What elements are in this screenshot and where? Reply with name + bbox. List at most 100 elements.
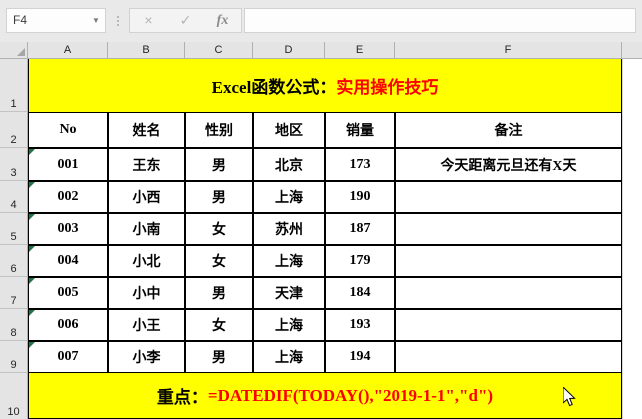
error-flag-icon [29,278,35,284]
cell-region[interactable]: 苏州 [253,213,325,245]
cell-name[interactable]: 小李 [108,341,185,373]
cell-name[interactable]: 小西 [108,181,185,213]
cell-no: 002 [57,189,79,204]
table-header-note[interactable]: 备注 [395,112,622,148]
cell-sales[interactable]: 184 [325,277,395,309]
error-flag-icon [29,214,35,220]
sheet-title-cell[interactable]: Excel函数公式： 实用操作技巧 [28,59,622,112]
row-header-3[interactable]: 3 [0,148,28,181]
chevron-down-icon[interactable]: ▼ [92,16,100,25]
mouse-cursor-icon [563,387,576,407]
cell-name[interactable]: 小王 [108,309,185,341]
cell-note[interactable]: 今天距离元旦还有X天 [395,148,622,181]
formula-note-black: 重点： [156,388,208,407]
column-header-g-partial[interactable] [622,42,642,59]
cell-sales[interactable]: 187 [325,213,395,245]
error-flag-icon [29,342,35,348]
error-flag-icon [29,182,35,188]
formula-note-cell[interactable]: 重点： =DATEDIF(TODAY(),"2019-1-1","d") [28,373,622,419]
cell-sales[interactable]: 193 [325,309,395,341]
cell-note[interactable] [395,245,622,277]
cell-sales[interactable]: 173 [325,148,395,181]
cell-region[interactable]: 天津 [253,277,325,309]
cell-no: 007 [57,349,79,364]
cell-sales[interactable]: 179 [325,245,395,277]
cell-note[interactable] [395,213,622,245]
table-header-region[interactable]: 地区 [253,112,325,148]
cell-note[interactable] [395,341,622,373]
column-header-d[interactable]: D [253,42,325,59]
cell-region[interactable]: 上海 [253,309,325,341]
cell-no: 003 [57,221,79,236]
column-header-a[interactable]: A [28,42,108,59]
row-header-6[interactable]: 6 [0,245,28,277]
error-flag-icon [29,246,35,252]
formula-input[interactable] [244,8,636,33]
cell-no: 006 [57,317,79,332]
formula-bar-strip: F4 ▼ × ✓ fx [0,0,642,42]
cell-name[interactable]: 小中 [108,277,185,309]
cell-note[interactable] [395,309,622,341]
table-header-name[interactable]: 姓名 [108,112,185,148]
row-header-5[interactable]: 5 [0,213,28,245]
table-row[interactable]: 002 [28,181,108,213]
table-header-sales[interactable]: 销量 [325,112,395,148]
cell-gender[interactable]: 男 [185,181,253,213]
cell-region[interactable]: 北京 [253,148,325,181]
name-box[interactable]: F4 ▼ [6,8,106,33]
toolbar-separator-dots [113,11,123,31]
column-header-e[interactable]: E [325,42,395,59]
worksheet-grid: A B C D E F 1 2 3 4 5 6 7 8 9 10 Excel函数… [0,42,642,419]
row-header-1[interactable]: 1 [0,59,28,112]
name-box-value: F4 [13,13,28,27]
row-header-9[interactable]: 9 [0,341,28,373]
table-header-no[interactable]: No [28,112,108,148]
error-flag-icon [29,149,35,155]
cell-gender[interactable]: 女 [185,245,253,277]
cell-sales[interactable]: 190 [325,181,395,213]
enter-icon[interactable]: ✓ [179,12,192,28]
cell-region[interactable]: 上海 [253,181,325,213]
cell-no: 001 [57,156,79,172]
insert-function-icon[interactable]: fx [216,13,229,28]
select-all-triangle-icon [17,48,25,56]
table-row[interactable]: 006 [28,309,108,341]
table-row[interactable]: 003 [28,213,108,245]
cell-region[interactable]: 上海 [253,341,325,373]
grid-line-g [622,59,623,419]
cell-sales[interactable]: 194 [325,341,395,373]
cell-name[interactable]: 小南 [108,213,185,245]
cell-no: 004 [57,253,79,268]
table-row[interactable]: 007 [28,341,108,373]
select-all-corner[interactable] [0,42,28,59]
cell-gender[interactable]: 男 [185,148,253,181]
row-header-10[interactable]: 10 [0,373,28,419]
row-header-7[interactable]: 7 [0,277,28,309]
cell-region[interactable]: 上海 [253,245,325,277]
formula-note-red: =DATEDIF(TODAY(),"2019-1-1","d") [207,385,494,405]
row-header-2[interactable]: 2 [0,112,28,148]
error-flag-icon [29,310,35,316]
table-row[interactable]: 005 [28,277,108,309]
cell-note[interactable] [395,181,622,213]
cancel-icon[interactable]: × [144,12,153,28]
row-header-4[interactable]: 4 [0,181,28,213]
cell-name[interactable]: 小北 [108,245,185,277]
cell-gender[interactable]: 女 [185,213,253,245]
cell-no: 005 [57,285,79,300]
sheet-title-red: 实用操作技巧 [336,78,439,97]
table-row[interactable]: 004 [28,245,108,277]
column-header-f[interactable]: F [395,42,622,59]
table-row[interactable]: 001 [28,148,108,181]
cell-gender[interactable]: 女 [185,309,253,341]
cell-name[interactable]: 王东 [108,148,185,181]
table-header-gender[interactable]: 性别 [185,112,253,148]
cell-note[interactable] [395,277,622,309]
cell-gender[interactable]: 男 [185,277,253,309]
row-header-8[interactable]: 8 [0,309,28,341]
cell-gender[interactable]: 男 [185,341,253,373]
formula-action-buttons: × ✓ fx [129,8,242,33]
column-header-c[interactable]: C [185,42,253,59]
column-header-b[interactable]: B [108,42,185,59]
